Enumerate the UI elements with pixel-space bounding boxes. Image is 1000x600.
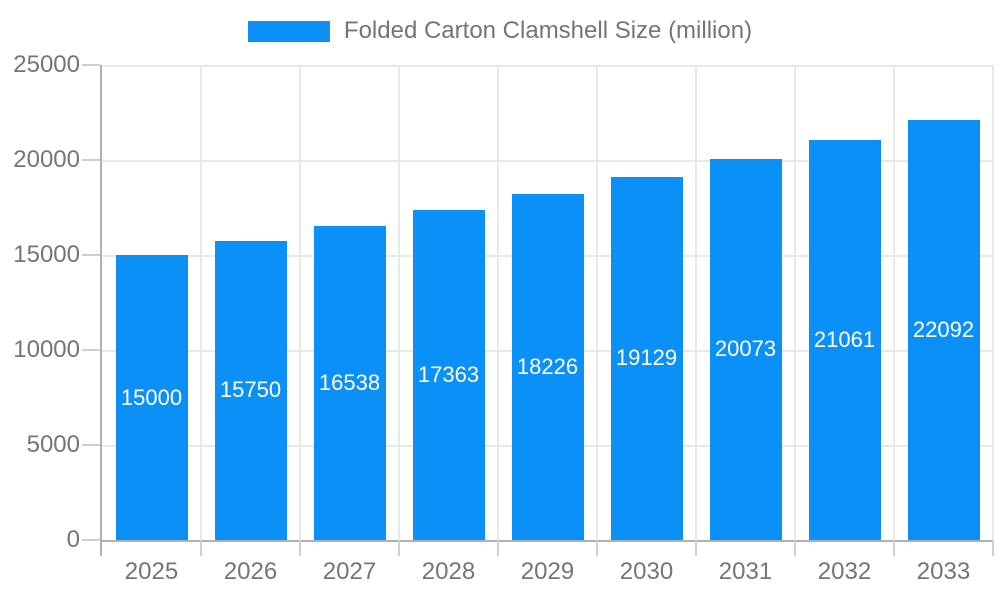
bar-2031[interactable]: 20073	[709, 158, 782, 540]
v-gridline	[794, 65, 796, 540]
bar-2029[interactable]: 18226	[511, 193, 584, 540]
bar-2030[interactable]: 19129	[610, 176, 683, 540]
bar-value-label: 16538	[318, 369, 381, 395]
x-axis-tick-label: 2032	[817, 558, 872, 585]
bar-value-label: 17363	[417, 362, 480, 388]
y-tick-mark	[82, 444, 100, 446]
x-axis-tick-label: 2030	[619, 558, 674, 585]
x-tick-mark	[497, 540, 499, 556]
y-axis-line	[100, 65, 102, 556]
bar-value-label: 15000	[120, 384, 183, 410]
bar-value-label: 21061	[813, 326, 876, 352]
legend-label: Folded Carton Clamshell Size (million)	[343, 17, 753, 44]
x-axis-tick-label: 2028	[421, 558, 476, 585]
plot-area: 0 5000 10000 15000 20000 25000 15000 2025 15750 2…	[13, 51, 994, 585]
v-gridline	[398, 65, 400, 540]
x-axis-tick-label: 2029	[520, 558, 575, 585]
bar-value-label: 22092	[912, 317, 975, 343]
bar-2026[interactable]: 15750	[214, 240, 287, 540]
x-axis-tick-label: 2026	[223, 558, 278, 585]
x-tick-mark	[299, 540, 301, 556]
x-tick-mark	[794, 540, 796, 556]
x-tick-mark	[695, 540, 697, 556]
x-axis-tick-label: 2031	[718, 558, 773, 585]
x-axis-tick-label: 2025	[124, 558, 179, 585]
bar-2032[interactable]: 21061	[808, 139, 881, 540]
legend: Folded Carton Clamshell Size (million)	[0, 12, 1000, 50]
v-gridline	[299, 65, 301, 540]
bar-value-label: 19129	[615, 345, 678, 371]
y-tick-mark	[82, 254, 100, 256]
y-axis-tick-label: 10000	[13, 336, 80, 363]
bar-2027[interactable]: 16538	[313, 225, 386, 540]
y-tick-mark	[82, 539, 100, 541]
x-axis-line	[100, 540, 993, 542]
legend-item[interactable]: Folded Carton Clamshell Size (million)	[247, 17, 753, 45]
x-tick-mark	[200, 540, 202, 556]
bar-value-label: 15750	[219, 377, 282, 403]
v-gridline	[200, 65, 202, 540]
y-axis-tick-label: 25000	[13, 51, 80, 78]
x-tick-mark	[893, 540, 895, 556]
v-gridline	[596, 65, 598, 540]
y-axis-tick-label: 15000	[13, 241, 80, 268]
bar-2033[interactable]: 22092	[907, 120, 980, 540]
x-tick-mark	[992, 540, 994, 556]
legend-swatch-icon	[247, 20, 330, 42]
y-axis-tick-label: 5000	[26, 431, 80, 458]
x-axis-tick-label: 2033	[916, 558, 971, 585]
y-tick-mark	[82, 64, 100, 66]
y-tick-mark	[82, 159, 100, 161]
y-tick-mark	[82, 349, 100, 351]
y-axis-tick-label: 0	[66, 526, 80, 553]
bar-2025[interactable]: 15000	[115, 255, 188, 540]
x-tick-mark	[596, 540, 598, 556]
v-gridline	[695, 65, 697, 540]
bar-2028[interactable]: 17363	[412, 210, 485, 540]
v-gridline	[992, 65, 994, 540]
bar-value-label: 18226	[516, 353, 579, 379]
bar-value-label: 20073	[714, 336, 777, 362]
v-gridline	[497, 65, 499, 540]
x-axis-tick-label: 2027	[322, 558, 377, 585]
h-gridline	[102, 160, 993, 162]
x-tick-mark	[398, 540, 400, 556]
h-gridline	[102, 65, 993, 67]
v-gridline	[893, 65, 895, 540]
y-axis-tick-label: 20000	[13, 146, 80, 173]
